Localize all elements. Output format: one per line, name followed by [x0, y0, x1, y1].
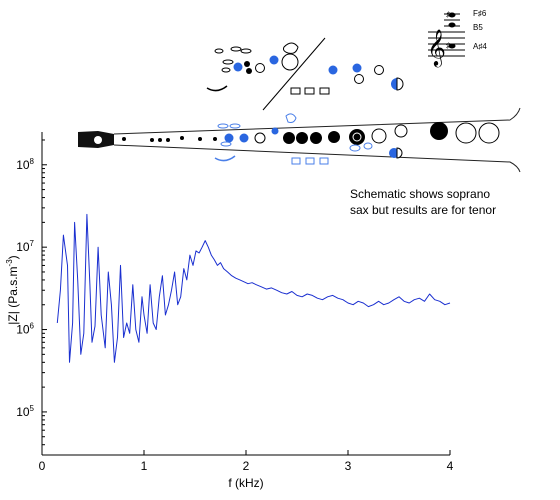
y-axis-label: |Z| (Pa.s.m-3) — [5, 255, 20, 324]
y-axis-label-main: |Z| (Pa.s.m — [6, 266, 20, 324]
x-ticks: 0 1 2 3 4 — [39, 450, 454, 473]
y-tick-label: 107 — [16, 239, 34, 254]
plot-axes — [41, 132, 450, 456]
note-label-b5: B5 — [473, 23, 483, 32]
impedance-series-line — [56, 213, 451, 363]
y-ticks: 105 106 107 108 — [16, 139, 47, 456]
note-label-asharp4: A♯4 — [473, 42, 487, 51]
y-axis-label-sup: -3 — [5, 259, 14, 267]
annotation-line-2: sax but results are for tenor — [350, 203, 496, 217]
note-label-fsharp6: F♯6 — [473, 9, 487, 18]
svg-text:𝄞: 𝄞 — [427, 28, 446, 67]
svg-text:♯: ♯ — [446, 41, 450, 50]
y-tick-label: 105 — [16, 404, 34, 419]
x-tick-label: 0 — [39, 459, 46, 473]
x-tick-label: 2 — [243, 459, 250, 473]
x-tick-label: 3 — [345, 459, 352, 473]
y-tick-label: 106 — [16, 322, 34, 337]
y-axis-label-close: ) — [6, 255, 20, 259]
annotation-line-1: Schematic shows soprano — [350, 187, 490, 201]
svg-text:♯: ♯ — [446, 10, 450, 19]
x-axis-label: f (kHz) — [228, 476, 263, 490]
y-tick-label: 108 — [16, 157, 34, 172]
series-group — [56, 213, 451, 363]
x-tick-label: 4 — [447, 459, 454, 473]
saxophone-schematic: 𝄞 ♯ ♯ F♯6 B5 A♯4 — [78, 9, 521, 173]
x-tick-label: 1 — [141, 459, 148, 473]
